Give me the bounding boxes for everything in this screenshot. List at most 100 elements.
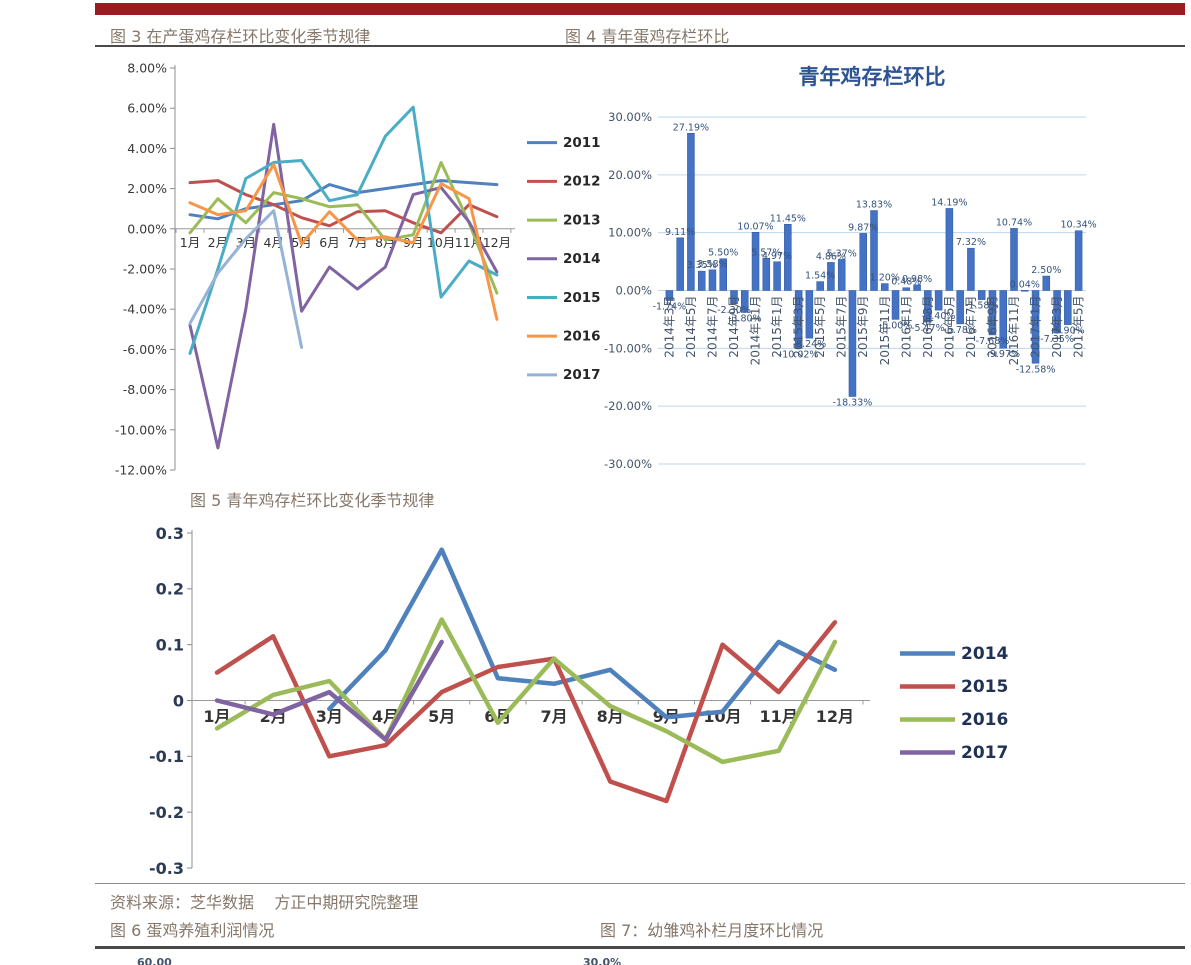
legend: 2011 2012 2013 2014 2015 2016 2017: [527, 135, 601, 383]
svg-text:-0.2: -0.2: [149, 803, 184, 822]
svg-text:0.48%: 0.48%: [891, 277, 921, 288]
svg-text:2.00%: 2.00%: [127, 181, 167, 196]
series-line-2014: [327, 547, 838, 720]
source-note: 资料来源：芝华数据 方正中期研究院整理: [110, 893, 419, 912]
svg-text:12月: 12月: [483, 235, 511, 250]
svg-text:-12.58%: -12.58%: [1016, 364, 1056, 375]
svg-text:2014年3月: 2014年3月: [662, 296, 676, 358]
svg-text:-20.00%: -20.00%: [604, 399, 652, 413]
svg-text:4.86%: 4.86%: [816, 251, 846, 262]
series-line-2015: [214, 620, 838, 804]
svg-text:2016年5月: 2016年5月: [942, 296, 956, 358]
y-tick-labels: 30.00% 20.00% 10.00% 0.00% -10.00% -20.00% -30…: [604, 110, 652, 471]
svg-text:-2.00%: -2.00%: [123, 262, 167, 277]
svg-text:-0.3: -0.3: [149, 859, 184, 878]
svg-text:-7.68%: -7.68%: [976, 336, 1010, 347]
fig4-bar-chart: 青年鸡存栏环比 30.00% 20.00% 10.00% 0.00% -10.00% -20…: [604, 65, 1097, 471]
svg-text:2014年7月: 2014年7月: [705, 296, 719, 358]
svg-text:6月: 6月: [319, 235, 339, 250]
fig7-axis-tick-clipped: 30.0%: [583, 956, 622, 965]
x-tick-labels: 1月 2月 3月 4月 5月 6月 7月 8月 9月 10月 11月 12月: [203, 707, 854, 726]
svg-text:11.45%: 11.45%: [770, 213, 806, 224]
svg-text:9.87%: 9.87%: [848, 222, 878, 233]
svg-text:2015年9月: 2015年9月: [856, 296, 870, 358]
svg-text:-8.00%: -8.00%: [123, 382, 167, 397]
svg-text:2017年3月: 2017年3月: [1050, 295, 1064, 357]
svg-text:2015年7月: 2015年7月: [835, 296, 849, 358]
svg-text:-4.00%: -4.00%: [123, 302, 167, 317]
legend-label-2012: 2012: [563, 174, 601, 190]
svg-text:2014年11月: 2014年11月: [749, 296, 763, 366]
svg-text:2016年7月: 2016年7月: [964, 296, 978, 358]
svg-text:3月: 3月: [316, 707, 343, 726]
svg-text:13.83%: 13.83%: [856, 200, 892, 211]
legend: 2014 2015 2016 2017: [900, 644, 1008, 763]
svg-text:2014年9月: 2014年9月: [727, 296, 741, 358]
svg-text:1月: 1月: [203, 707, 230, 726]
fig3-caption: 图 3 在产蛋鸡存栏环比变化季节规律: [110, 27, 371, 46]
svg-text:-8.24%: -8.24%: [793, 339, 827, 350]
svg-text:2月: 2月: [208, 235, 228, 250]
svg-text:10.00%: 10.00%: [608, 226, 652, 240]
svg-text:0: 0: [173, 691, 184, 710]
legend-label-2015: 2015: [961, 677, 1008, 697]
svg-text:-3.80%: -3.80%: [728, 313, 762, 324]
y-axis: [187, 530, 193, 869]
fig7-caption: 图 7：幼雏鸡补栏月度环比情况: [600, 921, 824, 940]
svg-text:12月: 12月: [816, 707, 854, 726]
svg-text:8月: 8月: [597, 707, 624, 726]
svg-text:7.32%: 7.32%: [956, 237, 986, 248]
svg-text:2015年1月: 2015年1月: [770, 296, 784, 358]
svg-text:-5.47%: -5.47%: [911, 323, 945, 334]
svg-text:-1.58%: -1.58%: [965, 301, 999, 312]
svg-text:2.50%: 2.50%: [1031, 265, 1061, 276]
bars: [665, 133, 1083, 397]
svg-text:0.00%: 0.00%: [127, 221, 167, 236]
fig4-caption: 图 4 青年蛋鸡存栏环比: [565, 27, 730, 46]
svg-text:7月: 7月: [347, 235, 367, 250]
svg-text:1月: 1月: [180, 235, 200, 250]
svg-text:2017年5月: 2017年5月: [1072, 295, 1086, 357]
svg-text:-10.00%: -10.00%: [115, 422, 167, 437]
bottom-divider: [95, 946, 1185, 949]
svg-text:0.00%: 0.00%: [615, 284, 652, 298]
series-line-2015: [188, 105, 499, 355]
series-line-2014: [188, 122, 499, 450]
fig5-caption: 图 5 青年鸡存栏环比变化季节规律: [190, 491, 435, 510]
svg-text:0.2: 0.2: [156, 580, 184, 599]
svg-text:4.00%: 4.00%: [127, 141, 167, 156]
svg-text:30.00%: 30.00%: [608, 110, 652, 124]
svg-text:2015年5月: 2015年5月: [813, 296, 827, 358]
legend-label-2016: 2016: [961, 710, 1008, 730]
y-axis: [170, 65, 176, 471]
svg-text:2015年3月: 2015年3月: [792, 296, 806, 358]
svg-text:2016年11月: 2016年11月: [1007, 296, 1021, 366]
y-tick-labels: 8.00% 6.00% 4.00% 2.00% 0.00% -2.00% -4.00% -6.…: [115, 61, 167, 478]
svg-text:-6.00%: -6.00%: [123, 342, 167, 357]
svg-text:2015年11月: 2015年11月: [878, 296, 892, 366]
svg-text:9.11%: 9.11%: [665, 227, 695, 238]
svg-text:-0.1: -0.1: [149, 747, 184, 766]
svg-text:14.19%: 14.19%: [931, 197, 967, 208]
svg-text:-12.00%: -12.00%: [115, 463, 167, 478]
svg-text:1.20%: 1.20%: [870, 273, 900, 284]
series-line-2017: [214, 639, 444, 742]
svg-text:-2.30%: -2.30%: [717, 305, 751, 316]
svg-text:11月: 11月: [760, 707, 798, 726]
source-divider: [95, 883, 1185, 884]
svg-text:5.50%: 5.50%: [708, 248, 738, 259]
svg-text:10.07%: 10.07%: [737, 221, 773, 232]
legend-label-2014: 2014: [563, 251, 601, 267]
svg-text:2016年3月: 2016年3月: [921, 296, 935, 358]
svg-text:27.19%: 27.19%: [673, 122, 709, 133]
series-line-2016: [214, 617, 838, 765]
svg-text:-1.74%: -1.74%: [653, 302, 687, 313]
header-divider: [95, 45, 1185, 47]
svg-text:-5.90%: -5.90%: [1051, 326, 1085, 337]
svg-text:-10.02%: -10.02%: [779, 349, 819, 360]
svg-text:2016年1月: 2016年1月: [899, 296, 913, 358]
svg-text:2016年9月: 2016年9月: [985, 296, 999, 358]
y-tick-labels: 0.3 0.2 0.1 0 -0.1 -0.2 -0.3: [149, 524, 184, 878]
svg-text:10.74%: 10.74%: [996, 217, 1032, 228]
